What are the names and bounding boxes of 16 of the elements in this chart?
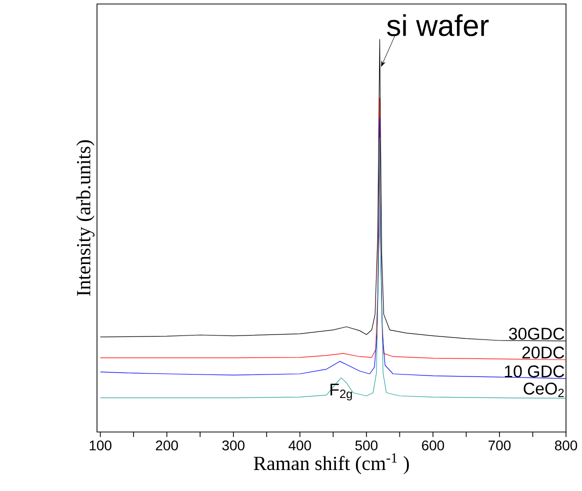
- series-label: 30GDC: [508, 328, 564, 340]
- x-tick-label: 300: [222, 440, 244, 450]
- x-tick-label: 600: [422, 440, 444, 450]
- x-tick-label: 700: [488, 440, 511, 450]
- x-tick-label: 400: [288, 440, 311, 450]
- y-axis-title: Intensity (arb.units): [76, 140, 94, 296]
- x-tick-label: 200: [156, 440, 178, 450]
- annotation: si wafer: [387, 14, 489, 36]
- x-tick-label: 500: [355, 440, 378, 450]
- x-tick-label: 100: [90, 440, 112, 450]
- annotation: F$_{2g}$: [330, 384, 352, 400]
- x-axis-title: Raman shift (cm$^{-1}$ ): [254, 453, 409, 474]
- x-tick-label: 800: [554, 440, 578, 450]
- series-label: CeO$_{2}$: [524, 382, 564, 398]
- series-label: 10 GDC: [504, 365, 564, 378]
- series-label: 20DC: [522, 346, 564, 359]
